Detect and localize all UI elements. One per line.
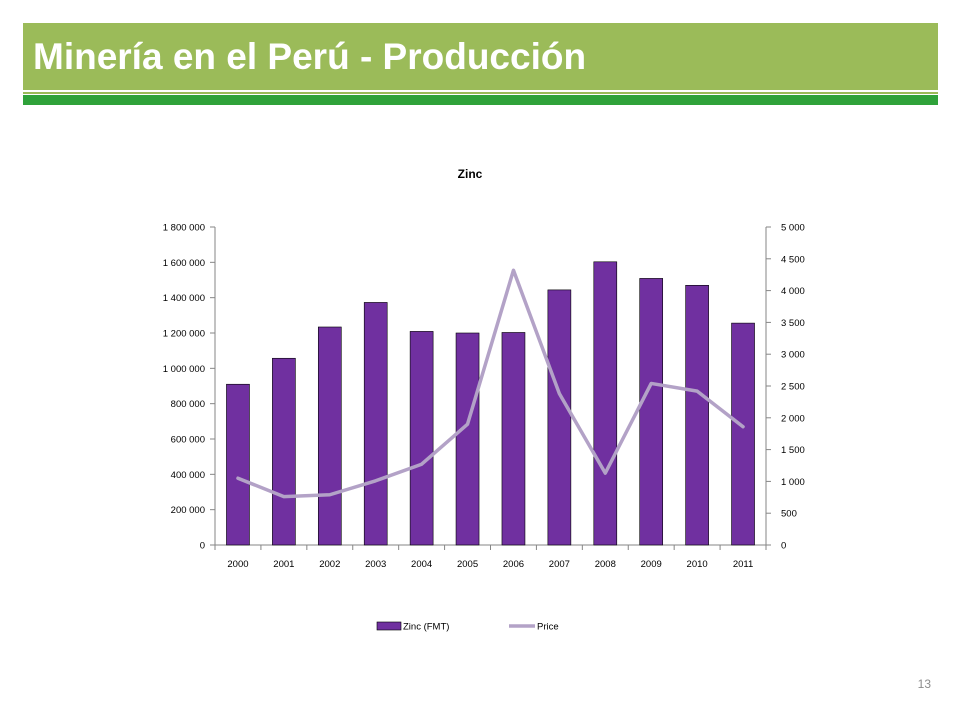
bar-zinc-fmt [272, 357, 296, 546]
y-right-tick-label: 2 000 [781, 413, 805, 424]
x-tick-label: 2010 [687, 559, 708, 570]
bar-zinc-fmt [685, 284, 709, 546]
title-underline-thick [23, 95, 938, 105]
y-left-tick-label: 800 000 [171, 399, 205, 410]
legend-label-zinc: Zinc (FMT) [403, 622, 449, 633]
y-right-tick-label: 4 000 [781, 286, 805, 297]
y-right-tick-label: 1 500 [781, 445, 805, 456]
y-right-tick-label: 0 [781, 541, 786, 552]
x-tick-label: 2006 [503, 559, 524, 570]
y-right-tick-label: 500 [781, 509, 797, 520]
chart-title: Zinc [458, 167, 483, 181]
bar-zinc-fmt [593, 261, 618, 546]
y-left-tick-label: 200 000 [171, 505, 205, 516]
x-tick-label: 2008 [595, 559, 616, 570]
y-right-tick-label: 3 500 [781, 318, 805, 329]
price-line [236, 268, 745, 499]
bar-zinc-fmt [731, 322, 755, 546]
y-left-tick-label: 1 400 000 [163, 293, 205, 304]
x-tick-label: 2011 [733, 559, 753, 570]
bar-zinc-fmt [501, 332, 526, 546]
bar-zinc-fmt [363, 302, 388, 546]
y-left-tick-label: 600 000 [171, 435, 205, 446]
plot-area: 0 200 000 400 000 600 000 800 000 1 000 000 1 … [163, 223, 805, 571]
x-tick-label: 2004 [411, 559, 432, 570]
title-underline-thin [23, 92, 938, 94]
x-tick-label: 2002 [319, 559, 340, 570]
y-left-tick-label: 1 600 000 [163, 258, 205, 269]
legend-label-price: Price [537, 622, 559, 633]
slide-title: Minería en el Perú - Producción [33, 36, 587, 77]
y-right-tick-label: 1 000 [781, 477, 805, 488]
y-left-tick-label: 1 000 000 [163, 364, 205, 375]
y-right-tick-label: 3 000 [781, 350, 805, 361]
page-number: 13 [917, 677, 931, 691]
y-left-tick-label: 0 [200, 541, 205, 552]
x-tick-label: 2005 [457, 559, 478, 570]
bar-zinc-fmt [409, 331, 434, 546]
y-left-tick-label: 400 000 [171, 470, 205, 481]
x-tick-label: 2000 [227, 559, 248, 570]
x-tick-label: 2009 [641, 559, 662, 570]
y-left-tick-label: 1 800 000 [163, 223, 205, 234]
bar-zinc-fmt [226, 383, 250, 546]
x-tick-label: 2003 [365, 559, 386, 570]
y-left-tick-label: 1 200 000 [163, 329, 205, 340]
bar-zinc-fmt [455, 332, 480, 546]
y-right-tick-label: 5 000 [781, 223, 805, 234]
y-right-tick-label: 2 500 [781, 382, 805, 393]
bar-zinc-fmt [547, 289, 572, 546]
bar-zinc-fmt [639, 278, 664, 546]
chart-legend: Zinc (FMT) Price [376, 621, 559, 633]
x-tick-label: 2007 [549, 559, 570, 570]
title-bar: Minería en el Perú - Producción [23, 23, 938, 90]
x-tick-label: 2001 [273, 559, 294, 570]
legend-swatch-zinc [376, 621, 402, 631]
bar-zinc-fmt [317, 326, 342, 546]
y-right-tick-label: 4 500 [781, 254, 805, 265]
